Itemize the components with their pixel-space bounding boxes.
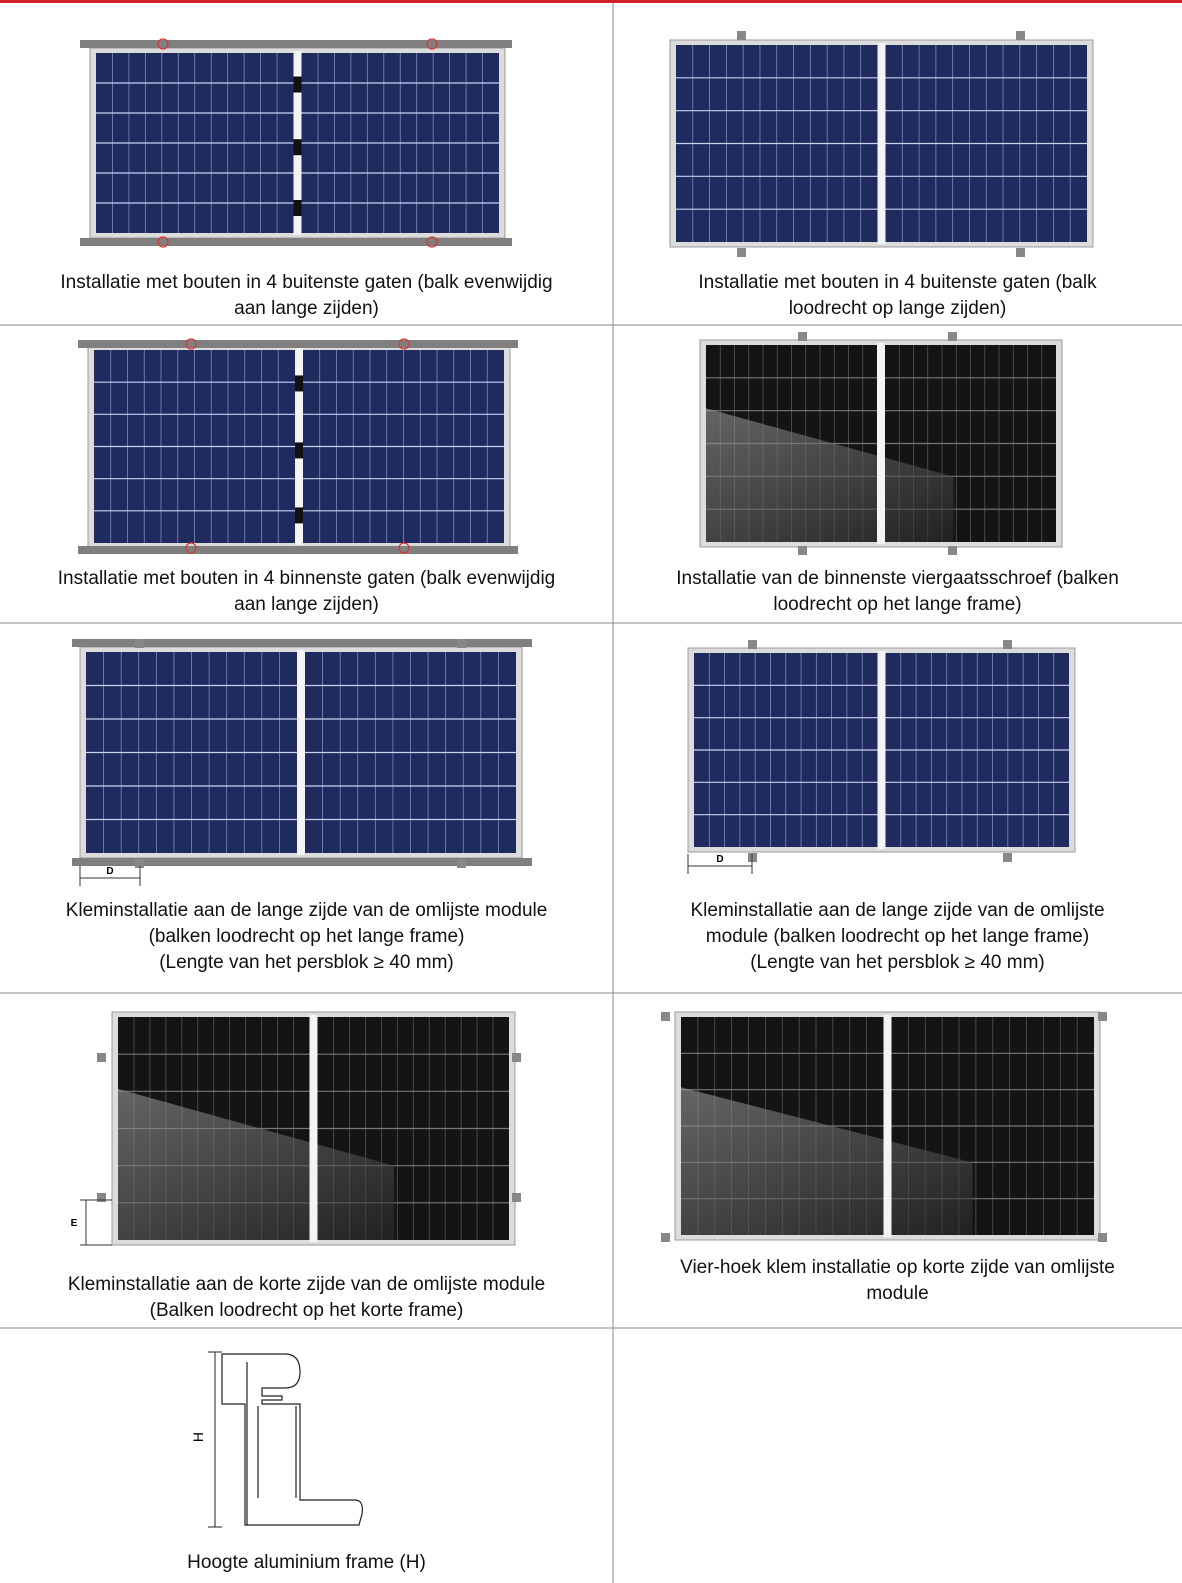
caption: Kleminstallatie aan de lange zijde van d… bbox=[613, 898, 1182, 976]
caption: Installatie van de binnenste viergaatssc… bbox=[613, 566, 1182, 618]
center-gap bbox=[297, 650, 305, 855]
clamp bbox=[1003, 640, 1012, 649]
clamp bbox=[748, 640, 757, 649]
clamp bbox=[737, 248, 746, 257]
clamp bbox=[948, 332, 957, 341]
caption: Kleminstallatie aan de lange zijde van d… bbox=[0, 898, 613, 976]
caption-line: (balken loodrecht op het lange frame) bbox=[148, 926, 465, 947]
caption: Installatie met bouten in 4 buitenste ga… bbox=[0, 270, 613, 322]
caption-line: aan lange zijden) bbox=[234, 298, 379, 319]
clamp bbox=[661, 1012, 670, 1021]
clamp bbox=[1016, 248, 1025, 257]
clamp bbox=[661, 1233, 670, 1242]
clamp bbox=[1098, 1012, 1107, 1021]
clamp bbox=[135, 639, 144, 648]
caption-line: Installatie met bouten in 4 buitenste ga… bbox=[60, 272, 553, 293]
caption-line: loodrecht op lange zijden) bbox=[788, 298, 1007, 319]
dimension-label: D bbox=[106, 866, 113, 877]
table-borders bbox=[0, 3, 1182, 1583]
junction-box bbox=[295, 442, 303, 459]
clamp bbox=[1016, 31, 1025, 40]
light-reflection bbox=[118, 1088, 395, 1240]
caption: Kleminstallatie aan de korte zijde van d… bbox=[0, 1272, 613, 1324]
clamp bbox=[457, 859, 466, 868]
clamp bbox=[97, 1053, 106, 1062]
caption-line: Kleminstallatie aan de korte zijde van d… bbox=[67, 1274, 546, 1295]
bolt-hole bbox=[398, 542, 410, 554]
caption: Installatie met bouten in 4 buitenste ga… bbox=[613, 270, 1182, 322]
caption: Vier-hoek klem installatie op korte zijd… bbox=[613, 1255, 1182, 1307]
caption-line: Installatie met bouten in 4 binnenste ga… bbox=[57, 568, 556, 589]
center-gap bbox=[877, 651, 886, 849]
bolt-hole bbox=[157, 236, 169, 248]
bolt-hole bbox=[157, 38, 169, 50]
clamp bbox=[1003, 853, 1012, 862]
mounting-rail bbox=[72, 858, 532, 866]
junction-box bbox=[293, 200, 302, 216]
caption-line: Installatie van de binnenste viergaatssc… bbox=[676, 568, 1119, 589]
center-gap bbox=[309, 1015, 318, 1242]
clamp bbox=[948, 546, 957, 555]
junction-box bbox=[295, 507, 303, 524]
mounting-rail bbox=[78, 340, 518, 348]
clamp bbox=[512, 1193, 521, 1202]
bolt-hole bbox=[426, 236, 438, 248]
bolt-hole bbox=[398, 338, 410, 350]
light-reflection bbox=[706, 408, 954, 542]
clamp bbox=[457, 639, 466, 648]
solar-panel bbox=[97, 1011, 521, 1246]
solar-panel bbox=[699, 332, 1063, 555]
caption-line: Kleminstallatie aan de lange zijde van d… bbox=[65, 900, 548, 921]
dimension-label: E bbox=[71, 1218, 78, 1229]
clamp bbox=[97, 1193, 106, 1202]
clamp bbox=[512, 1053, 521, 1062]
clamp bbox=[798, 332, 807, 341]
caption-line: loodrecht op het lange frame) bbox=[773, 594, 1022, 615]
caption-line: Kleminstallatie aan de lange zijde van d… bbox=[690, 900, 1105, 921]
solar-panel bbox=[78, 338, 518, 554]
caption-line: Hoogte aluminium frame (H) bbox=[187, 1552, 426, 1573]
clamp bbox=[737, 31, 746, 40]
profile-inner bbox=[246, 1362, 297, 1525]
junction-box bbox=[295, 375, 303, 392]
center-gap bbox=[883, 1015, 892, 1237]
dimension-label: D bbox=[716, 854, 723, 865]
mounting-rail bbox=[78, 546, 518, 554]
caption-line: (Lengte van het persblok ≥ 40 mm) bbox=[159, 952, 454, 973]
mounting-rail bbox=[72, 639, 532, 647]
caption-line: (Lengte van het persblok ≥ 40 mm) bbox=[750, 952, 1045, 973]
caption-line: Vier-hoek klem installatie op korte zijd… bbox=[680, 1257, 1115, 1278]
solar-panel bbox=[661, 1011, 1107, 1242]
caption-line: module bbox=[866, 1283, 929, 1304]
solar-panel bbox=[72, 639, 532, 868]
top-rule bbox=[0, 0, 1182, 3]
caption-line: aan lange zijden) bbox=[234, 594, 379, 615]
clamp bbox=[135, 859, 144, 868]
dimension-label: H bbox=[190, 1432, 206, 1442]
mounting-rail bbox=[80, 40, 512, 48]
junction-box bbox=[293, 139, 302, 156]
clamp bbox=[1098, 1233, 1107, 1242]
light-reflection bbox=[681, 1087, 973, 1235]
caption-line: (Balken loodrecht op het korte frame) bbox=[149, 1300, 464, 1321]
bolt-hole bbox=[426, 38, 438, 50]
solar-panel bbox=[669, 31, 1094, 257]
caption-line: module (balken loodrecht op het lange fr… bbox=[705, 926, 1090, 947]
frame-profile bbox=[221, 1353, 363, 1526]
center-gap bbox=[877, 43, 886, 244]
caption-line: Installatie met bouten in 4 buitenste ga… bbox=[698, 272, 1097, 293]
mounting-rail bbox=[80, 238, 512, 246]
profile-outline bbox=[221, 1353, 363, 1526]
caption: Installatie met bouten in 4 binnenste ga… bbox=[0, 566, 613, 618]
center-gap bbox=[877, 343, 885, 544]
solar-panel bbox=[687, 640, 1076, 862]
clamp bbox=[798, 546, 807, 555]
caption: Hoogte aluminium frame (H) bbox=[0, 1550, 613, 1576]
solar-panel bbox=[80, 38, 512, 248]
bolt-hole bbox=[185, 542, 197, 554]
junction-box bbox=[293, 76, 302, 93]
bolt-hole bbox=[185, 338, 197, 350]
